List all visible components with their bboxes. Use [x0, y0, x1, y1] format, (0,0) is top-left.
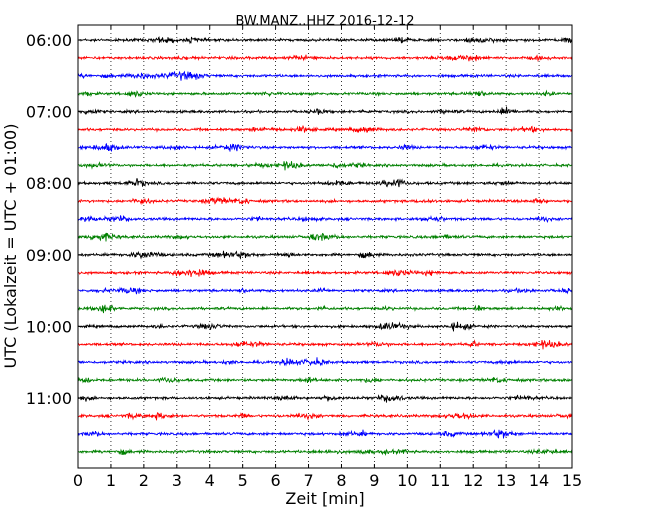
trace-line	[77, 196, 573, 206]
trace-group	[77, 36, 573, 457]
x-tick-label: 2	[139, 471, 149, 490]
trace-line	[77, 106, 573, 115]
trace-line	[77, 160, 573, 171]
x-tick-label: 12	[463, 471, 483, 490]
x-tick-label: 6	[271, 471, 281, 490]
x-tick-label: 15	[562, 471, 582, 490]
y-tick-label: 11:00	[26, 389, 72, 408]
x-tick-label: 3	[172, 471, 182, 490]
y-tick-label: 10:00	[26, 317, 72, 336]
x-axis-label: Zeit [min]	[285, 489, 364, 508]
x-tick-label: 1	[106, 471, 116, 490]
x-tick-label: 9	[369, 471, 379, 490]
trace-line	[77, 304, 573, 314]
trace-line	[78, 178, 573, 188]
trace-line	[77, 286, 573, 295]
x-tick-label: 7	[303, 471, 313, 490]
x-tick-label: 10	[397, 471, 417, 490]
trace-line	[77, 429, 573, 439]
trace-line	[77, 125, 573, 134]
x-tick-label: 8	[336, 471, 346, 490]
trace-line	[77, 357, 573, 367]
x-tick-label: 14	[529, 471, 549, 490]
y-axis-label: UTC (Lokalzeit = UTC + 01:00)	[1, 124, 20, 369]
trace-line	[77, 89, 573, 98]
grid-lines	[110, 25, 540, 468]
x-tick-label: 5	[238, 471, 248, 490]
trace-line	[77, 376, 573, 384]
trace-line	[77, 412, 573, 421]
x-tick-label: 0	[73, 471, 83, 490]
axis-ticks: 0 1 2 3 4 5 6 7 8 9 10 11 12 13 14 1506:0007:0008:0009:…	[26, 25, 582, 490]
trace-line	[77, 54, 573, 62]
trace-line	[77, 70, 573, 81]
y-tick-label: 06:00	[26, 31, 72, 50]
trace-line	[77, 321, 573, 332]
trace-line	[77, 250, 573, 260]
trace-line	[77, 447, 573, 457]
y-tick-label: 07:00	[26, 103, 72, 122]
x-tick-label: 11	[430, 471, 450, 490]
trace-line	[77, 214, 573, 223]
trace-line	[77, 394, 573, 403]
chart-title: BW.MANZ..HHZ 2016-12-12	[235, 14, 414, 29]
plot-frame	[77, 24, 573, 469]
trace-line	[77, 339, 573, 350]
x-tick-label: 4	[205, 471, 215, 490]
y-tick-label: 08:00	[26, 174, 72, 193]
trace-line	[77, 232, 573, 242]
trace-line	[77, 142, 573, 152]
trace-line	[77, 269, 573, 277]
trace-line	[77, 36, 573, 45]
y-tick-label: 09:00	[26, 246, 72, 265]
x-tick-label: 13	[496, 471, 516, 490]
